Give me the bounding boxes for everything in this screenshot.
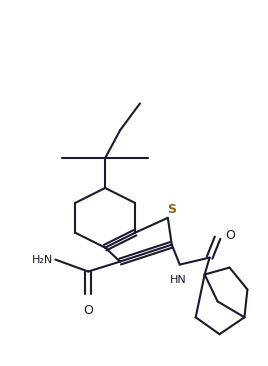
Text: S: S bbox=[167, 203, 176, 216]
Text: O: O bbox=[226, 229, 235, 242]
Text: O: O bbox=[83, 305, 93, 317]
Text: H₂N: H₂N bbox=[32, 255, 53, 265]
Text: HN: HN bbox=[169, 274, 186, 284]
